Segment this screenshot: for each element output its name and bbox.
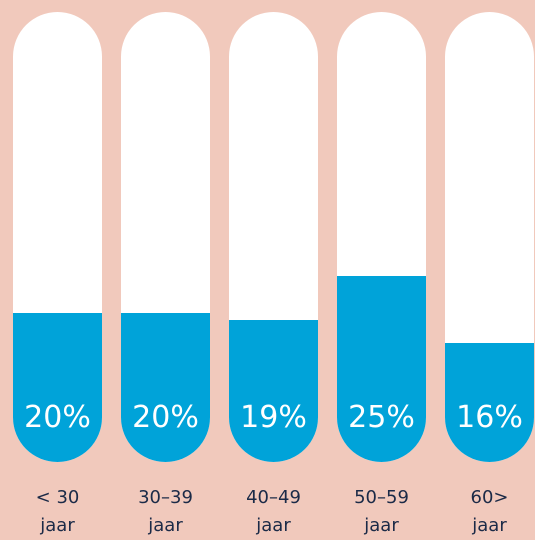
category-label: 30–39 jaar [131,484,201,540]
column: 19% [229,12,318,462]
value-label: 25% [337,400,426,435]
column: 20% [121,12,210,462]
column: 25% [337,12,426,462]
category-label: 50–59 jaar [347,484,417,540]
category-label: < 30 jaar [23,484,93,540]
value-label: 19% [229,400,318,435]
value-label: 20% [121,400,210,435]
value-label: 16% [445,400,534,435]
bar [13,313,102,462]
category-label: 60> jaar [455,484,525,540]
page: 20% < 30 jaar 20% 30–39 jaar 19% 40–49 jaar 25… [0,0,535,540]
category-label: 40–49 jaar [239,484,309,540]
column: 16% [445,12,534,462]
bar [229,320,318,462]
bar [121,313,210,462]
value-label: 20% [13,400,102,435]
column: 20% [13,12,102,462]
